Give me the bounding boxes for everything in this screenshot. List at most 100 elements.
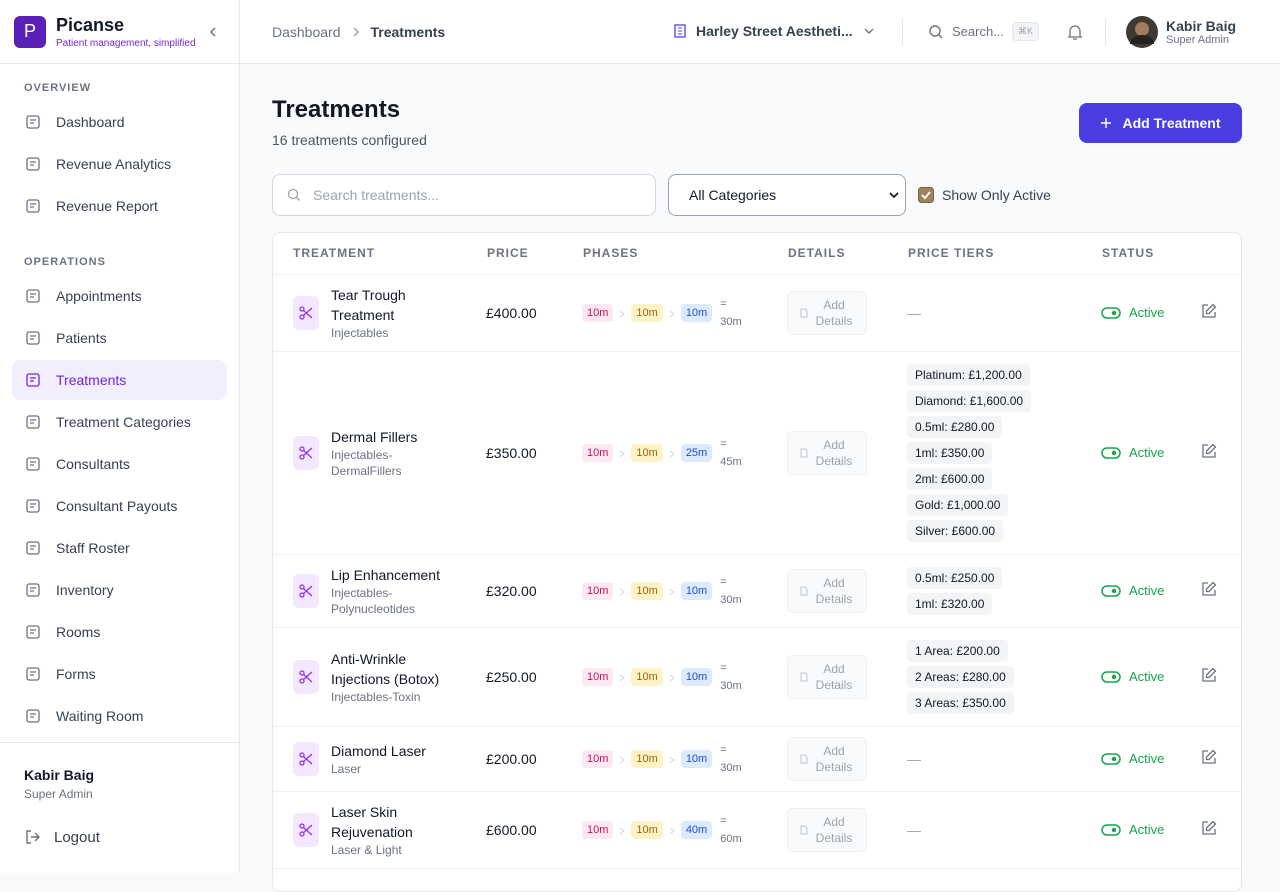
details-button[interactable]: Add Details bbox=[787, 290, 867, 335]
main: Treatments 16 treatments configured Add … bbox=[240, 64, 1272, 892]
status: Active bbox=[1101, 583, 1201, 598]
tiers-cell: 1 Area: £200.00 2 Areas: £280.00 3 Areas: … bbox=[907, 627, 1101, 727]
tier-row: 2ml: £600.00 bbox=[907, 466, 1101, 492]
logout[interactable]: Logout bbox=[24, 801, 215, 873]
column-header: PHASES bbox=[582, 233, 787, 275]
phase-total: = 30m bbox=[720, 295, 741, 331]
nav-item[interactable]: Consultants bbox=[12, 444, 227, 484]
column-header: PRICE bbox=[486, 233, 582, 275]
checkbox[interactable] bbox=[918, 187, 934, 203]
details-cell: Add Details bbox=[787, 351, 907, 555]
toggle-icon bbox=[1101, 752, 1121, 765]
price-tier: 1ml: £320.00 bbox=[907, 592, 993, 615]
nav-item[interactable]: Forms bbox=[12, 654, 227, 694]
treatment-text: Lip Enhancement Injectables-Polynucleotid… bbox=[331, 565, 456, 617]
phase-arrow bbox=[669, 669, 675, 685]
search[interactable]: Search... ⌘K bbox=[928, 22, 1040, 41]
column-header: DETAILS bbox=[787, 233, 907, 275]
status: Active bbox=[1101, 669, 1201, 684]
treatment-icon bbox=[293, 435, 319, 470]
add-button[interactable]: Add Treatment bbox=[1079, 103, 1242, 143]
arrow bbox=[669, 588, 675, 595]
nav-item[interactable]: Patients bbox=[12, 318, 227, 358]
nav-icon bbox=[26, 199, 40, 213]
details-button[interactable]: Add Details bbox=[787, 654, 867, 699]
edit-button[interactable] bbox=[1201, 667, 1217, 683]
nav-item[interactable]: Waiting Room bbox=[12, 696, 227, 736]
arrow bbox=[620, 450, 626, 457]
total-duration: 45m bbox=[720, 455, 742, 468]
collapse-button[interactable] bbox=[207, 26, 219, 38]
details-label: Add Details bbox=[815, 814, 853, 845]
treatment-category: Laser & Light bbox=[331, 842, 402, 857]
details-button[interactable]: Add Details bbox=[787, 430, 867, 475]
empty: — bbox=[907, 750, 921, 767]
phase-chip: 10m bbox=[631, 443, 663, 462]
nav-item[interactable]: Treatments bbox=[12, 360, 227, 400]
status: Active bbox=[1101, 445, 1201, 460]
table-row: Lip Enhancement Injectables-Polynucleotid… bbox=[273, 554, 1241, 628]
total-duration: 30m bbox=[720, 679, 742, 692]
arrow bbox=[669, 450, 675, 457]
details-cell: Add Details bbox=[787, 274, 907, 352]
phase-arrow bbox=[669, 583, 675, 599]
arrow bbox=[620, 588, 626, 595]
brand-tagline: Patient management, simplified bbox=[56, 37, 196, 49]
phase-chip: 10m bbox=[631, 303, 663, 322]
price: £400.00 bbox=[486, 274, 582, 352]
nav-item[interactable]: Inventory bbox=[12, 570, 227, 610]
details-button[interactable]: Add Details bbox=[787, 568, 867, 613]
treatment-cell: Diamond Laser Laser bbox=[273, 726, 486, 792]
phase-list: 10m 10m 10m = 30m bbox=[582, 741, 787, 777]
details-label: Add Details bbox=[815, 661, 853, 692]
nav-item[interactable]: Dashboard bbox=[12, 102, 227, 142]
phase-arrow bbox=[619, 445, 626, 461]
nav-item[interactable]: Appointments bbox=[12, 276, 227, 316]
tier-row: 3 Areas: £350.00 bbox=[907, 690, 1101, 716]
details-button[interactable]: Add Details bbox=[787, 736, 867, 781]
phase-chip: 10m bbox=[631, 667, 663, 686]
heading: Treatments 16 treatments configured bbox=[272, 96, 427, 148]
crumb: Treatments bbox=[370, 24, 446, 40]
edit-button[interactable] bbox=[1201, 749, 1217, 765]
treatment-icon bbox=[293, 573, 319, 608]
phases: 10m 10m 40m = 60m bbox=[582, 791, 787, 869]
price: £350.00 bbox=[486, 351, 582, 555]
active-filter[interactable]: Show Only Active bbox=[918, 187, 1051, 203]
tier-row: 0.5ml: £250.00 bbox=[907, 565, 1101, 591]
table-row: Laser Skin Rejuvenation Laser & Light £600… bbox=[273, 791, 1241, 869]
treatment-name: Tear Trough Treatment bbox=[331, 286, 406, 323]
plus-icon bbox=[1101, 118, 1112, 128]
nav-item[interactable]: Revenue Report bbox=[12, 186, 227, 226]
nav-label: Appointments bbox=[56, 288, 142, 304]
user-menu[interactable]: Kabir Baig Super Admin bbox=[1126, 16, 1236, 48]
user-role: Super Admin bbox=[24, 787, 93, 801]
nav-section-title: OPERATIONS bbox=[24, 256, 106, 268]
edit-button[interactable] bbox=[1201, 581, 1217, 597]
notifications[interactable] bbox=[1066, 23, 1084, 41]
page-title: Treatments bbox=[272, 96, 401, 123]
arrow bbox=[620, 674, 626, 681]
nav-icon bbox=[26, 667, 40, 681]
phase-arrow bbox=[619, 751, 626, 767]
crumb[interactable]: Dashboard bbox=[272, 24, 341, 40]
nav-item[interactable]: Treatment Categories bbox=[12, 402, 227, 442]
edit-button[interactable] bbox=[1201, 820, 1217, 836]
details-button[interactable]: Add Details bbox=[787, 807, 867, 852]
search-input[interactable]: Search treatments... bbox=[272, 174, 656, 216]
page-subtitle: 16 treatments configured bbox=[272, 132, 427, 148]
edit-button[interactable] bbox=[1201, 443, 1217, 459]
nav-item[interactable]: Revenue Analytics bbox=[12, 144, 227, 184]
toggle-icon bbox=[1101, 823, 1121, 836]
nav-item[interactable]: Rooms bbox=[12, 612, 227, 652]
table-card: TREATMENT PRICE PHASES DETAILS PRICE TIERS ST… bbox=[272, 232, 1242, 892]
category-select[interactable]: All Categories bbox=[668, 174, 906, 216]
clinic-select[interactable]: Harley Street Aestheti... bbox=[672, 23, 875, 39]
nav-item[interactable]: Consultant Payouts bbox=[12, 486, 227, 526]
phase-chip: 40m bbox=[680, 820, 713, 839]
total-sign: = bbox=[720, 743, 727, 756]
phase-arrow bbox=[669, 305, 675, 321]
edit-button[interactable] bbox=[1201, 303, 1217, 319]
nav-item[interactable]: Staff Roster bbox=[12, 528, 227, 568]
total-sign: = bbox=[720, 575, 727, 588]
